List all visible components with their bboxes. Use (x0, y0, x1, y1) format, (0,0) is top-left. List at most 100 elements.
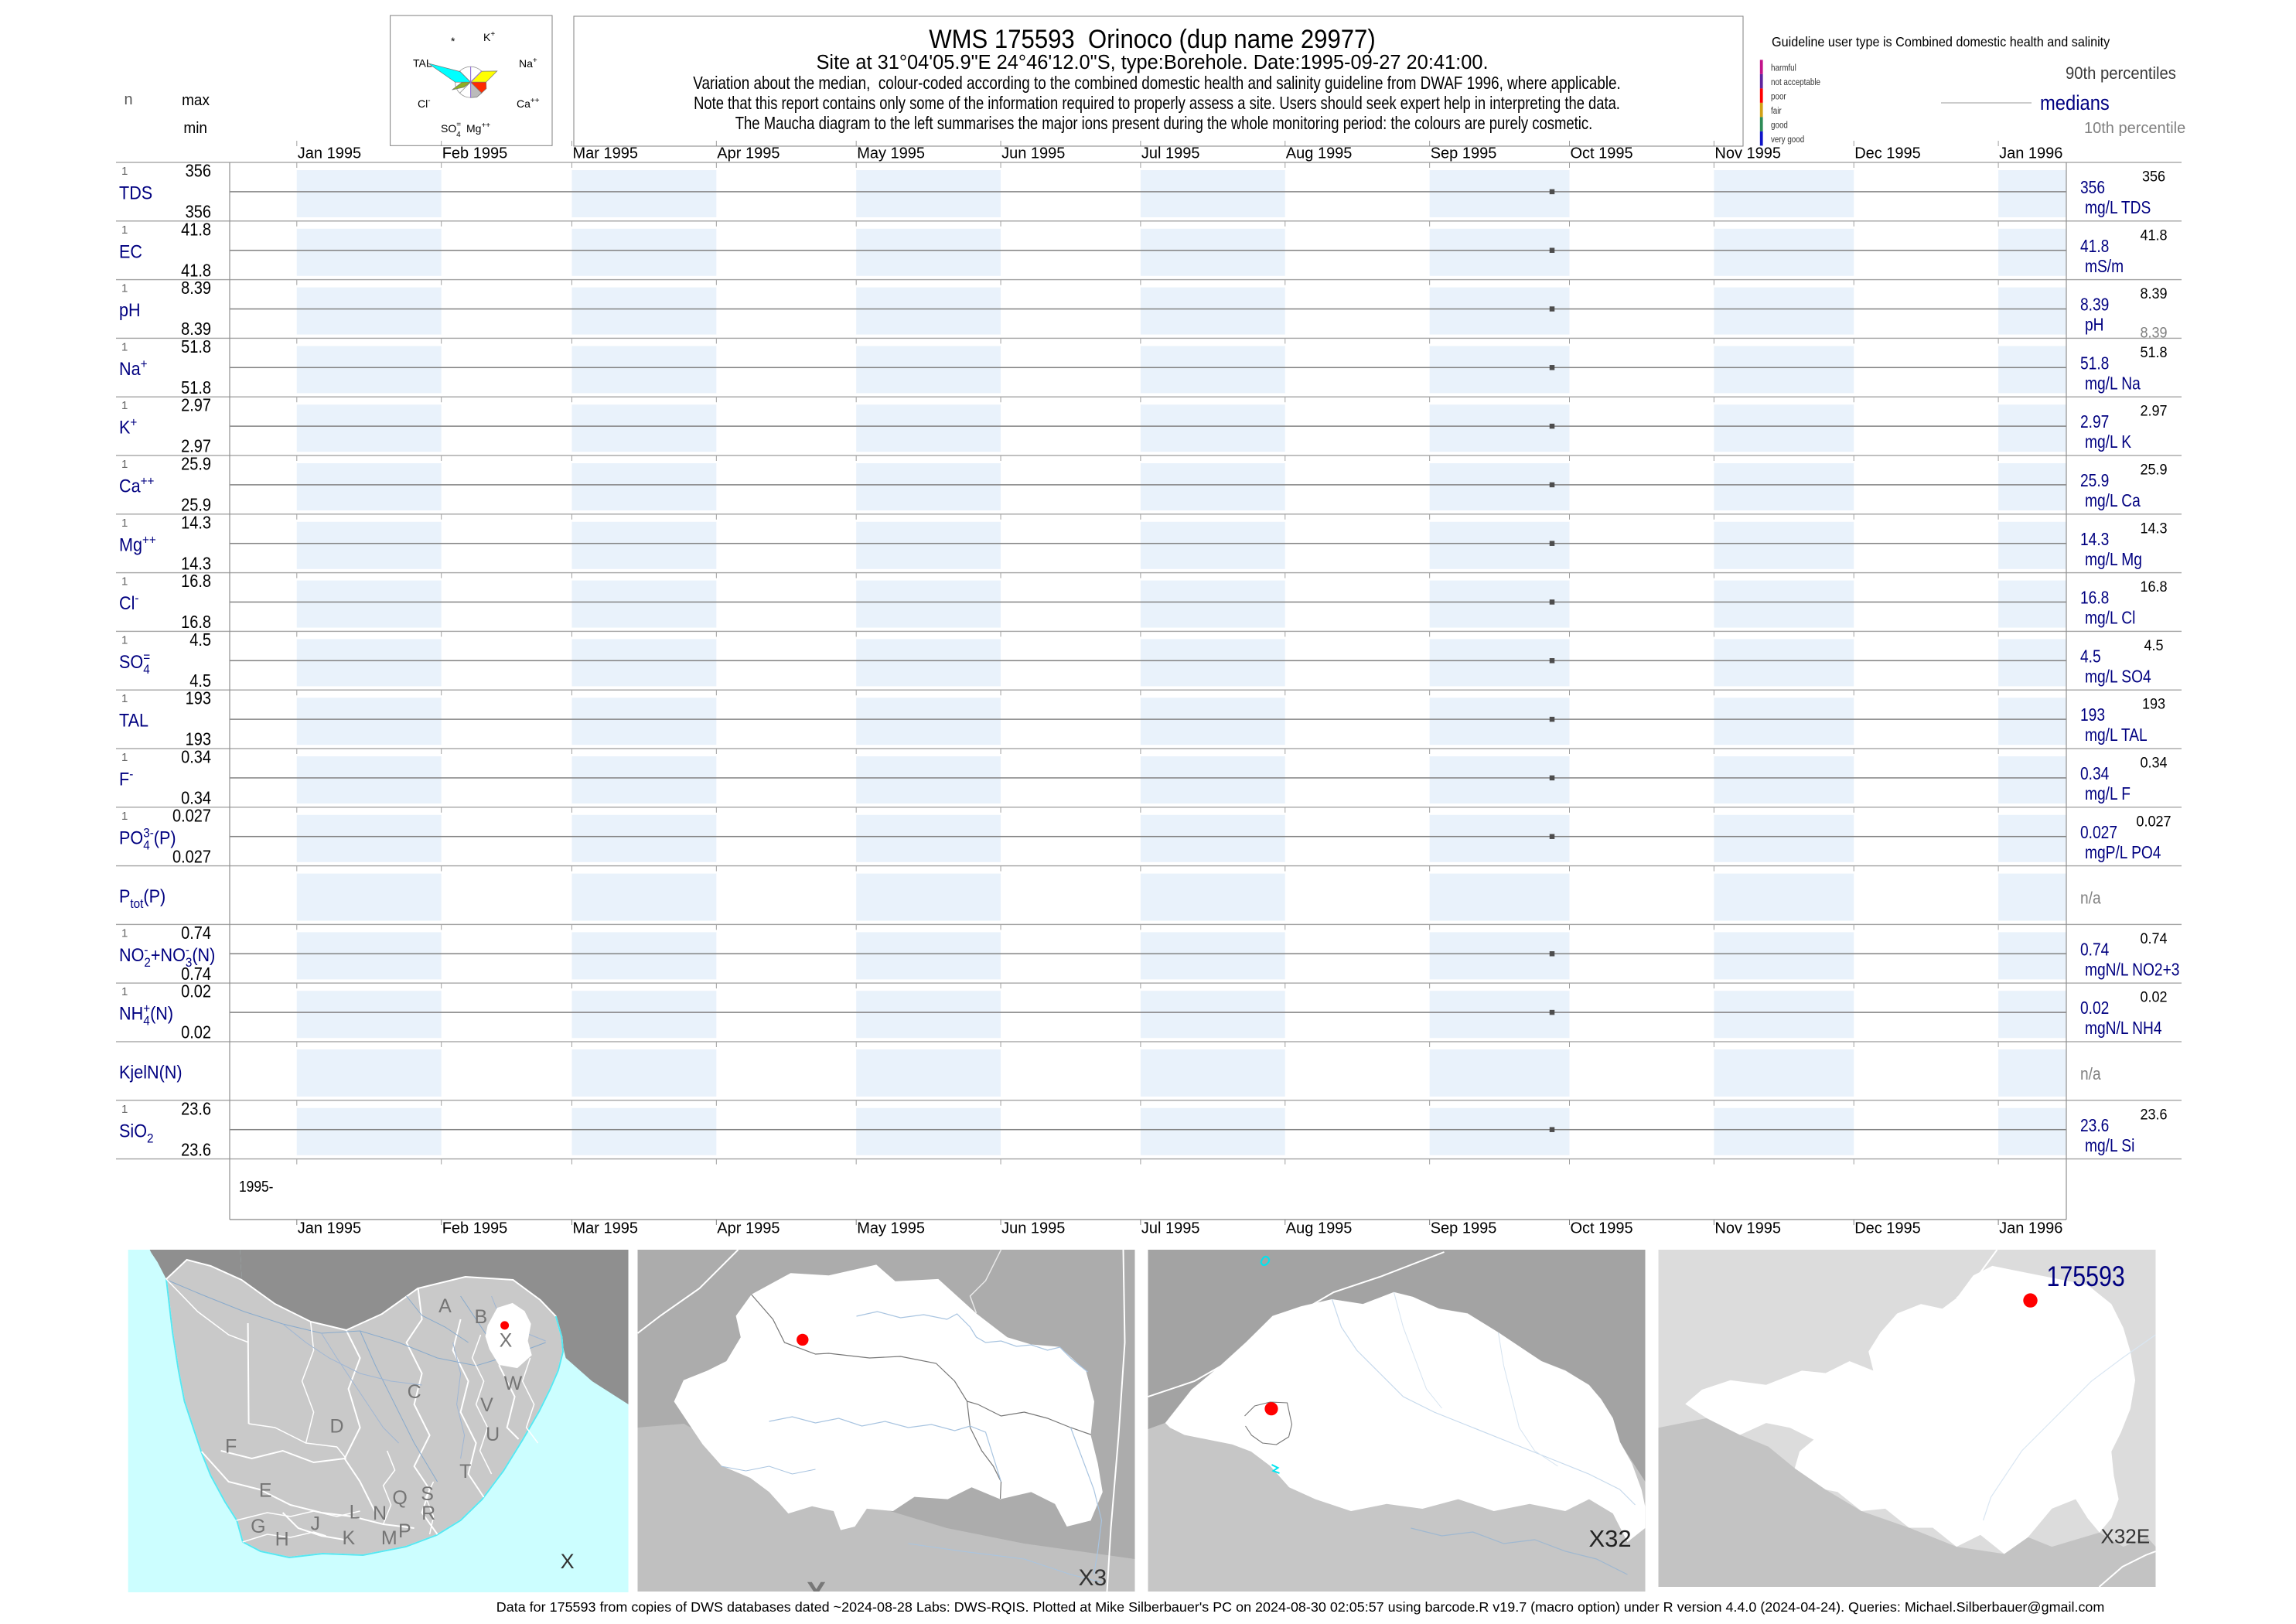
svg-text:The Maucha diagram to the left: The Maucha diagram to the left summarise… (735, 114, 1593, 133)
svg-text:4.5: 4.5 (189, 629, 211, 650)
svg-text:4.5: 4.5 (2144, 636, 2163, 653)
svg-text:mgN/L NH4: mgN/L NH4 (2085, 1019, 2162, 1039)
svg-text:4.5: 4.5 (189, 670, 211, 691)
svg-text:51.8: 51.8 (181, 377, 211, 398)
svg-text:2.97: 2.97 (2080, 413, 2109, 432)
svg-text:23.6: 23.6 (2140, 1106, 2167, 1123)
svg-text:n/a: n/a (2080, 889, 2101, 908)
svg-text:41.8: 41.8 (181, 260, 211, 281)
svg-text:1: 1 (121, 1103, 128, 1116)
svg-text:Dec 1995: Dec 1995 (1854, 145, 1921, 162)
svg-text:1: 1 (121, 810, 128, 823)
svg-text:8.39: 8.39 (2080, 295, 2109, 315)
svg-text:23.6: 23.6 (181, 1139, 211, 1160)
svg-text:Jan 1996: Jan 1996 (1999, 145, 2062, 162)
svg-text:mS/m: mS/m (2085, 257, 2124, 276)
svg-text:23.6: 23.6 (181, 1098, 211, 1119)
svg-text:0.027: 0.027 (172, 805, 211, 826)
svg-text:TAL: TAL (413, 57, 432, 70)
svg-text:mg/L TDS: mg/L TDS (2085, 198, 2151, 217)
svg-text:0.02: 0.02 (2080, 999, 2109, 1018)
svg-text:Jan 1995: Jan 1995 (298, 1220, 361, 1237)
svg-text:N: N (373, 1503, 387, 1524)
svg-text:mg/L F: mg/L F (2085, 784, 2131, 803)
svg-text:Feb 1995: Feb 1995 (442, 1220, 508, 1237)
svg-text:14.3: 14.3 (181, 553, 211, 574)
svg-text:Mar 1995: Mar 1995 (573, 145, 639, 162)
svg-text:41.8: 41.8 (181, 219, 211, 240)
svg-text:WMS 175593 Orinoco (dup name: WMS 175593 Orinoco (dup name 29977) (929, 25, 1375, 54)
svg-text:max: max (182, 92, 210, 110)
svg-text:0.74: 0.74 (181, 964, 211, 984)
svg-text:KjelN(N): KjelN(N) (119, 1061, 183, 1082)
svg-text:Guideline user type is Combine: Guideline user type is Combined domestic… (1772, 34, 2110, 49)
svg-text:356: 356 (2142, 168, 2165, 185)
svg-text:51.8: 51.8 (2140, 343, 2167, 360)
svg-text:1: 1 (121, 926, 128, 940)
svg-text:A: A (438, 1295, 452, 1317)
svg-text:L: L (350, 1501, 360, 1523)
svg-text:0.74: 0.74 (2140, 930, 2167, 947)
svg-text:min: min (183, 120, 207, 138)
svg-text:mg/L Si: mg/L Si (2085, 1136, 2134, 1155)
svg-text:0.02: 0.02 (181, 981, 211, 1001)
svg-text:1: 1 (121, 399, 128, 412)
svg-text:Data for 175593 from copies of: Data for 175593 from copies of DWS datab… (496, 1599, 2105, 1615)
svg-text:X: X (561, 1550, 575, 1573)
svg-text:Nov 1995: Nov 1995 (1714, 145, 1781, 162)
svg-text:8.39: 8.39 (2140, 324, 2167, 341)
svg-text:1: 1 (121, 633, 128, 647)
svg-text:1: 1 (121, 223, 128, 237)
svg-text:0.34: 0.34 (2080, 764, 2110, 783)
svg-text:Aug 1995: Aug 1995 (1286, 1220, 1353, 1237)
svg-text:medians: medians (2040, 92, 2110, 115)
svg-text:E: E (259, 1480, 272, 1502)
svg-text:0.34: 0.34 (181, 787, 211, 808)
svg-text:Apr 1995: Apr 1995 (717, 145, 780, 162)
svg-text:K: K (343, 1527, 356, 1549)
svg-text:Sep 1995: Sep 1995 (1431, 145, 1497, 162)
svg-text:0.027: 0.027 (172, 846, 211, 867)
svg-text:n/a: n/a (2080, 1065, 2101, 1084)
svg-text:16.8: 16.8 (181, 571, 211, 592)
svg-text:Dec 1995: Dec 1995 (1854, 1220, 1921, 1237)
svg-text:1: 1 (121, 575, 128, 589)
svg-text:W: W (504, 1373, 523, 1394)
svg-text:Apr 1995: Apr 1995 (717, 1220, 780, 1237)
svg-text:1995-: 1995- (239, 1178, 273, 1195)
svg-text:G: G (251, 1516, 265, 1537)
svg-text:not acceptable: not acceptable (1771, 77, 1820, 87)
svg-text:X3: X3 (1079, 1565, 1107, 1591)
svg-text:X32: X32 (1589, 1525, 1632, 1552)
svg-text:V: V (480, 1394, 493, 1416)
svg-text:356: 356 (186, 160, 211, 181)
svg-text:16.8: 16.8 (2080, 589, 2109, 608)
svg-text:Mar 1995: Mar 1995 (573, 1220, 639, 1237)
svg-text:X: X (807, 1577, 827, 1609)
svg-text:Oct 1995: Oct 1995 (1571, 1220, 1633, 1237)
svg-text:H: H (275, 1529, 289, 1551)
svg-text:mg/L SO4: mg/L SO4 (2085, 667, 2151, 687)
svg-text:D: D (329, 1416, 343, 1438)
svg-text:mg/L Na: mg/L Na (2085, 374, 2141, 394)
svg-text:Cl-: Cl- (418, 97, 431, 110)
svg-text:Site at 31°04'05.9"E 24°46'12.: Site at 31°04'05.9"E 24°46'12.0"S, type:… (816, 52, 1488, 73)
svg-text:Jul 1995: Jul 1995 (1141, 145, 1200, 162)
svg-text:0.02: 0.02 (181, 1022, 211, 1042)
svg-text:very good: very good (1771, 135, 1804, 145)
svg-text:Jun 1995: Jun 1995 (1001, 145, 1065, 162)
svg-text:356: 356 (2080, 178, 2105, 197)
svg-text:193: 193 (2142, 695, 2165, 712)
svg-text:P: P (398, 1520, 411, 1542)
svg-text:8.39: 8.39 (2140, 285, 2167, 302)
svg-text:0.34: 0.34 (181, 746, 211, 767)
svg-text:Ca++: Ca++ (119, 474, 154, 496)
svg-text:C: C (408, 1381, 421, 1403)
svg-text:25.9: 25.9 (2080, 471, 2109, 490)
svg-text:X32E: X32E (2101, 1525, 2151, 1548)
svg-text:Feb 1995: Feb 1995 (442, 145, 508, 162)
svg-text:M: M (381, 1527, 397, 1549)
svg-text:Mg++: Mg++ (119, 533, 156, 555)
svg-text:n: n (124, 91, 132, 108)
svg-text:14.3: 14.3 (181, 512, 211, 533)
